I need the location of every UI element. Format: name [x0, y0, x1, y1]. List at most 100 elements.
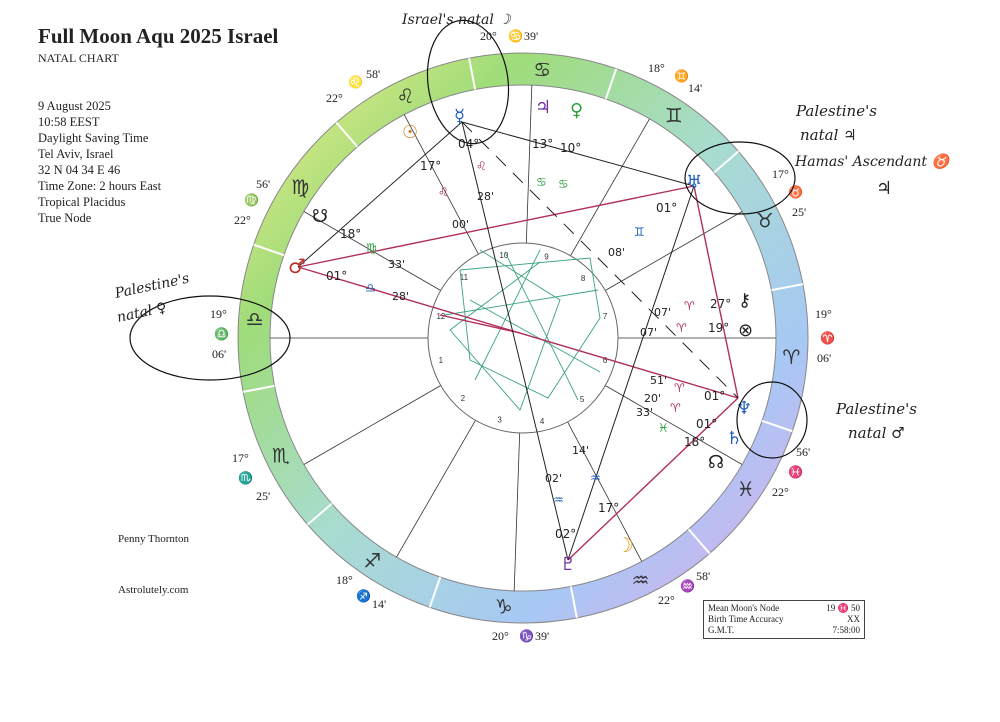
house-number: 11	[460, 273, 469, 282]
mars-minutes: 28'	[392, 290, 409, 303]
house-number: 12	[436, 312, 445, 321]
house-number: 3	[497, 416, 502, 425]
north-node-degree: 18°	[684, 435, 705, 449]
house-number: 8	[581, 274, 586, 283]
cusp9-sign: ♌	[348, 75, 363, 89]
house-number: 7	[603, 312, 608, 321]
zodiac-sign-glyph: ♑	[495, 594, 513, 618]
green-aspect-line	[504, 251, 579, 401]
jupiter-icon: ♃	[535, 97, 551, 118]
cusp11-minutes: 14'	[688, 81, 702, 95]
saturn-degree: 01°	[696, 417, 717, 431]
cusp2-degree: 17°	[232, 451, 249, 465]
mercury-icon: ☿	[454, 106, 465, 127]
uranus-icon: ♅	[686, 172, 702, 193]
sign-divider	[335, 121, 359, 148]
stats-box: Mean Moon's Node 19 ♓ 50 Birth Time Accur…	[703, 600, 865, 639]
dashed-aspect-line	[461, 121, 739, 399]
black-aspect-line	[567, 185, 695, 561]
zodiac-sign-glyph: ♐	[363, 549, 381, 573]
house-cusp-line	[605, 211, 743, 291]
house-cusp-line	[605, 385, 743, 465]
ic-minutes: 39'	[535, 629, 549, 643]
note-palestine-mars-2: natal ♂	[848, 424, 905, 442]
planets: ☿ 04° ♌ 28' ♂ 01° ♎ 28' ☉ 17° ♌ 00' ♃ 13…	[288, 97, 753, 575]
asc-sign: ♎	[214, 327, 229, 341]
house-cusp-line	[396, 420, 476, 558]
outer-black-lines	[297, 121, 739, 561]
palestine-mars-circle	[736, 381, 808, 459]
house-number: 6	[603, 356, 608, 365]
note-palestine-mars-1: Palestine's	[835, 400, 917, 418]
mc-degree: 20°	[480, 29, 497, 43]
stats-value: XX	[847, 614, 860, 624]
chart-title: Full Moon Aqu 2025 Israel	[38, 24, 279, 48]
dsc-minutes: 06'	[817, 351, 831, 365]
black-aspect-line	[461, 121, 695, 187]
cusp11-sign: ♊	[674, 69, 689, 83]
zodiac-sign-glyph: ♏	[272, 443, 290, 467]
uranus-minutes: 08'	[608, 246, 625, 259]
venus-sign: ♋	[558, 177, 569, 191]
palestine-jupiter-circle	[684, 141, 796, 215]
cusp6-minutes: 56'	[796, 445, 810, 459]
house-number: 4	[540, 417, 545, 426]
north-node-sign: ♓	[658, 421, 669, 435]
sign-divider	[242, 384, 275, 393]
stats-value: 7:58:00	[832, 625, 860, 635]
birth-info: 9 August 2025 10:58 EEST Daylight Saving…	[38, 98, 161, 226]
sign-divider	[604, 68, 618, 100]
chiron-sign: ♈	[684, 299, 695, 313]
part-of-fortune-icon: ⊗	[738, 320, 753, 341]
stats-row: Birth Time Accuracy XX	[708, 614, 860, 625]
venus-icon: ♀	[570, 100, 583, 121]
stats-value: 19 ♓ 50	[826, 603, 860, 613]
mars-sign: ♎	[365, 281, 376, 295]
pluto-icon: ♇	[560, 554, 576, 575]
sun-icon: ☉	[402, 122, 418, 143]
info-coords: 32 N 04 34 E 46	[38, 163, 121, 177]
south-node-sign: ♍	[366, 241, 377, 255]
saturn-sign: ♈	[670, 401, 681, 415]
sign-divider	[761, 419, 793, 433]
house-lines	[270, 85, 776, 591]
sign-divider	[771, 283, 804, 292]
saturn-icon: ♄	[726, 428, 742, 449]
house-number: 9	[544, 252, 549, 261]
website-name: Astrolutely.com	[118, 584, 189, 596]
venus-degree: 10°	[560, 141, 581, 155]
cusp6-degree: 22°	[772, 485, 789, 499]
ic-degree: 20°	[492, 629, 509, 643]
north-node-icon: ☊	[708, 452, 724, 473]
neptune-degree: 01°	[704, 389, 725, 403]
chiron-icon: ⚷	[738, 290, 751, 311]
north-node-minutes: 33'	[636, 406, 653, 419]
cusp8-minutes: 56'	[256, 177, 270, 191]
house-cusp-line	[303, 211, 441, 291]
cusp3-sign: ♐	[356, 589, 371, 603]
house-cusp-line	[570, 118, 650, 256]
south-node-icon: ☋	[312, 206, 328, 227]
ic-sign: ♑	[519, 629, 534, 643]
house-cusp-line	[403, 114, 479, 255]
cusp12-degree: 17°	[772, 167, 789, 181]
note-hamas-2: ♃	[876, 178, 892, 199]
mc-sign: ♋	[508, 29, 523, 43]
note-palestine-jupiter-2: natal ♃	[800, 126, 857, 144]
cusp12-sign: ♉	[788, 185, 803, 199]
zodiac-sign-glyph: ♍	[291, 175, 309, 199]
south-node-degree: 18°	[340, 227, 361, 241]
neptune-minutes: 51'	[650, 374, 667, 387]
zodiac-sign-glyph: ♋	[533, 58, 551, 82]
cusp-labels: 20° ♋ 39' 20° ♑ 39' 19° ♎ 06' 19° ♈ 06' …	[210, 29, 835, 643]
moon-sign: ♒	[590, 471, 601, 485]
house-cusp-line	[303, 385, 441, 465]
cusp9-degree: 22°	[326, 91, 343, 105]
red-aspect-line	[567, 397, 739, 561]
pof-minutes: 07'	[640, 326, 657, 339]
house-number: 5	[580, 395, 585, 404]
house-cusp-line	[525, 85, 533, 244]
sun-degree: 17°	[420, 159, 441, 173]
zodiac-sign-glyph: ♈	[782, 345, 800, 369]
